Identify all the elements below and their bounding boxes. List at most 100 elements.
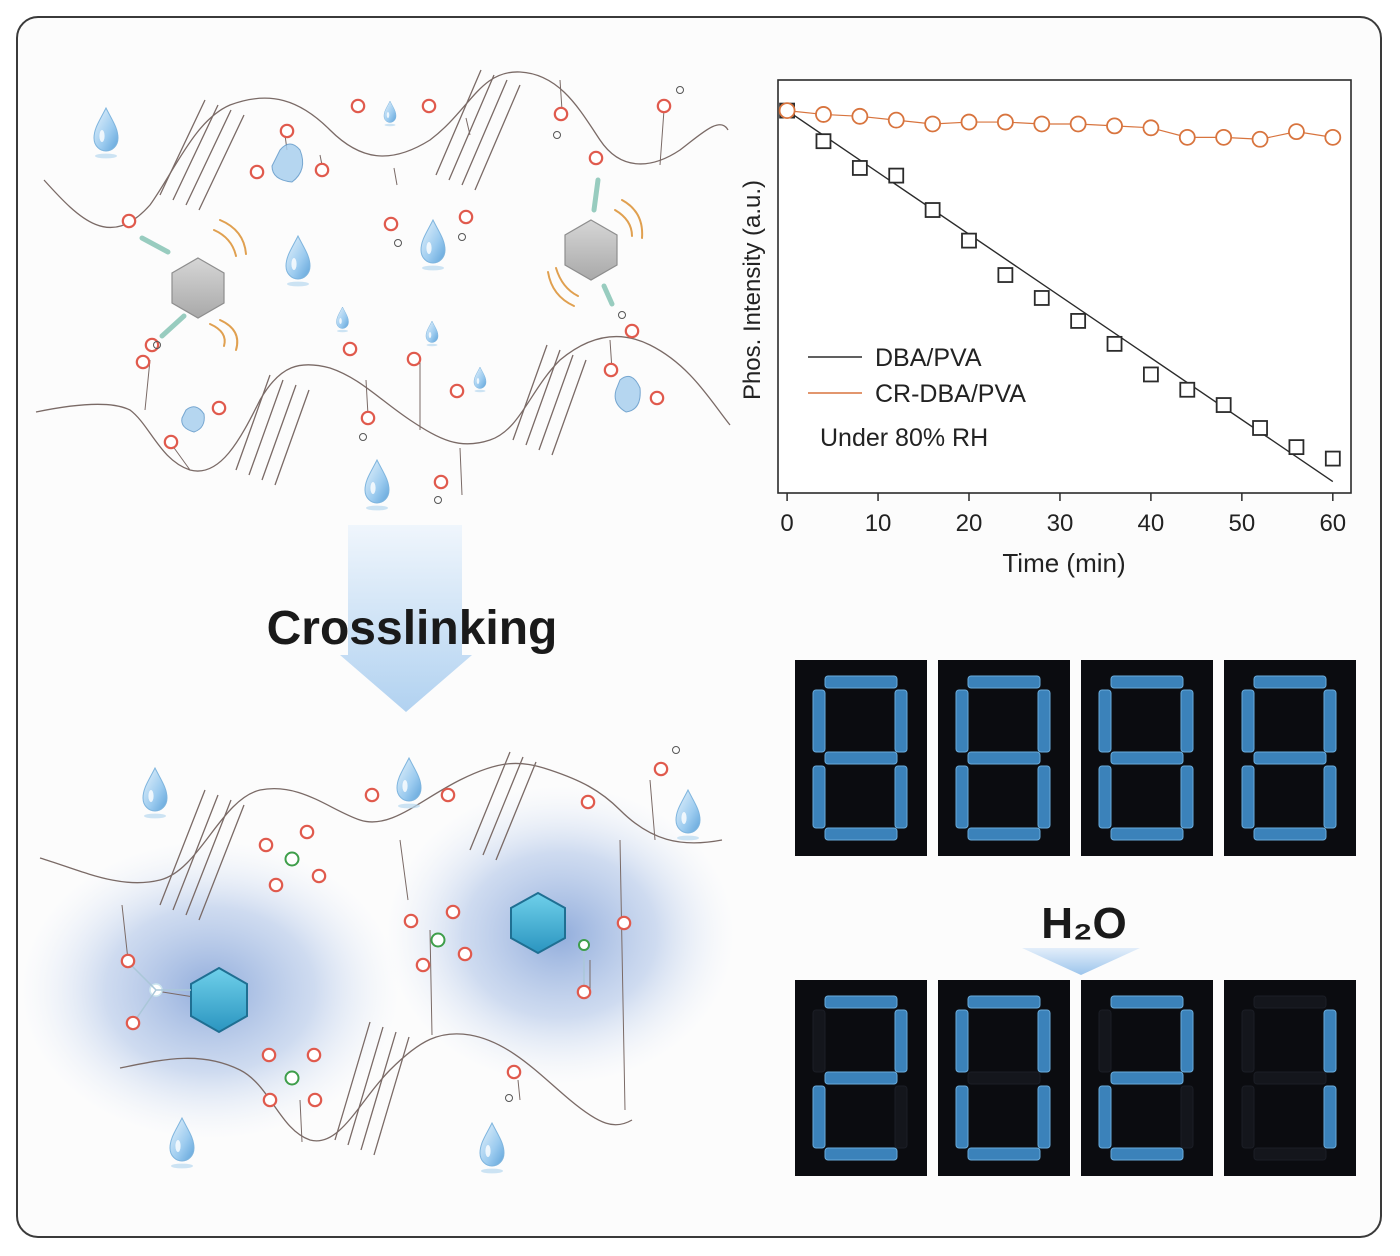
segment-g [824, 1071, 898, 1085]
segment-e [955, 1085, 969, 1149]
segment-e [812, 1085, 826, 1149]
phosphorescence-chart: 0 10 20 30 40 50 60 Time (min) Phos. Intensity… [739, 79, 1352, 578]
water-drop [479, 1122, 505, 1174]
water-drop [383, 100, 397, 127]
x-tick-label: 20 [956, 510, 983, 537]
gray-hexagon-right [564, 219, 618, 281]
segment-d [824, 1147, 898, 1161]
chart-ylabel: Phos. Intensity (a.u.) [739, 180, 766, 400]
segment-c [1180, 765, 1194, 829]
display-after-water [795, 980, 1356, 1176]
segment-g [1253, 751, 1327, 765]
segment-a [967, 995, 1041, 1009]
chart-legend: DBA/PVA CR-DBA/PVA Under 80% RH [808, 344, 1026, 452]
water-drop [425, 320, 439, 347]
segment-d [1110, 827, 1184, 841]
crosslinking-label: Crosslinking [267, 602, 558, 655]
seven-segment-digit-4 [1224, 980, 1356, 1176]
seven-segment-digit-4 [1224, 660, 1356, 856]
data-point-circle [815, 106, 832, 123]
data-point-square [1324, 450, 1341, 467]
segment-f [1098, 689, 1112, 753]
series-line [787, 109, 1333, 140]
legend-label-cr-dba-pva: CR-DBA/PVA [875, 380, 1026, 408]
data-point-square [961, 232, 977, 249]
data-point-circle [887, 111, 905, 129]
x-tick-label: 10 [865, 510, 892, 537]
segment-c [1037, 1085, 1051, 1149]
segment-f [955, 1009, 969, 1073]
gray-hexagon-left [171, 257, 225, 319]
water-drop [336, 306, 349, 333]
x-tick-label: 60 [1319, 510, 1346, 537]
segment-g [1110, 751, 1184, 765]
vibration-waves [209, 199, 644, 351]
small-oh-groups [153, 86, 684, 504]
segment-a [1253, 675, 1327, 689]
seven-segment-digit-1 [795, 660, 927, 856]
boronic-ester-nodes [284, 851, 590, 1086]
segment-c [894, 1085, 908, 1149]
segment-c [1323, 1085, 1337, 1149]
segment-d [1110, 1147, 1184, 1161]
segment-b [1323, 689, 1337, 753]
segment-g [967, 1071, 1041, 1085]
data-point-circle [1324, 128, 1342, 146]
seven-segment-digit-2 [938, 980, 1070, 1176]
x-tick-label: 50 [1229, 510, 1256, 537]
water-drop [396, 757, 422, 809]
segment-a [1110, 675, 1184, 689]
display-before-water [795, 660, 1356, 856]
polymer-chain-top [43, 71, 729, 228]
water-drop [142, 767, 168, 819]
crosslinked-network [20, 746, 735, 1174]
water-drop [473, 366, 487, 393]
segment-f [1241, 689, 1255, 753]
data-point-square [1070, 313, 1087, 329]
segment-f [955, 689, 969, 753]
segment-f [1241, 1009, 1255, 1073]
segment-g [967, 751, 1041, 765]
uncrosslinked-network [35, 69, 731, 511]
crystal-region [159, 751, 537, 1156]
crosslinking-arrow [340, 525, 472, 712]
segment-b [894, 1009, 908, 1073]
x-tick-label: 30 [1047, 510, 1074, 537]
data-point-square [1179, 381, 1196, 398]
data-point-square [1033, 290, 1050, 306]
legend-label-dba-pva: DBA/PVA [875, 344, 982, 372]
segment-g [1253, 1071, 1327, 1085]
segment-a [1253, 995, 1327, 1009]
segment-e [1241, 1085, 1255, 1149]
data-point-square [1288, 439, 1305, 456]
water-drop [93, 107, 119, 159]
h2o-arrow [1022, 948, 1140, 975]
segment-c [1323, 765, 1337, 829]
segment-d [1253, 827, 1327, 841]
chart-annotation: Under 80% RH [820, 424, 988, 452]
segment-a [967, 675, 1041, 689]
crystal-region [159, 69, 587, 486]
segment-d [967, 827, 1041, 841]
series-fit-line [786, 110, 1334, 483]
segment-c [894, 765, 908, 829]
chart-series [778, 102, 1342, 483]
data-point-circle [1142, 119, 1160, 137]
segment-e [1098, 765, 1112, 829]
data-point-circle [851, 107, 869, 125]
data-point-square [997, 267, 1014, 283]
segment-e [812, 765, 826, 829]
segment-a [824, 995, 898, 1009]
water-drop [420, 219, 446, 271]
segment-b [1037, 689, 1051, 753]
segment-b [1180, 1009, 1194, 1073]
data-point-square [1143, 366, 1159, 383]
polymer-chain-bottom [35, 335, 731, 472]
data-point-circle [1251, 130, 1269, 148]
data-point-square [851, 160, 868, 176]
h2o-label: H₂O [1041, 899, 1127, 948]
segment-f [812, 1009, 826, 1073]
seven-segment-digit-2 [938, 660, 1070, 856]
data-point-circle [960, 113, 978, 131]
segment-a [824, 675, 898, 689]
